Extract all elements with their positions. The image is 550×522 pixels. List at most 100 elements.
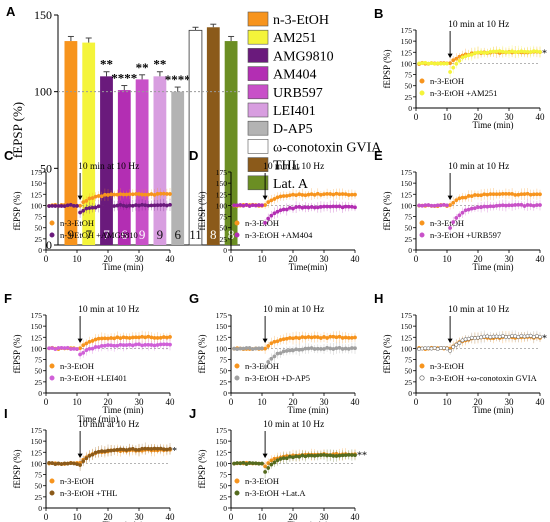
x-tick-label: 30 — [320, 397, 330, 407]
data-point — [448, 348, 453, 353]
data-point — [291, 192, 295, 197]
data-point — [130, 203, 135, 208]
stim-annotation: 10 min at 10 Hz — [263, 305, 324, 315]
y-tick-label: 150 — [401, 37, 413, 46]
data-point — [118, 336, 123, 341]
data-point — [441, 202, 446, 207]
data-point — [75, 203, 79, 208]
data-point — [137, 203, 141, 208]
x-tick-label: 0 — [414, 254, 419, 264]
panel-f: F 0 25 50 75 100 125 150 175 0 10 20 30 40 Time (min)T… — [4, 291, 175, 424]
y-tick-label: 75 — [220, 356, 228, 365]
data-point — [158, 446, 163, 451]
data-point — [315, 205, 320, 210]
data-point — [56, 461, 61, 466]
x-tick-label: 20 — [474, 112, 484, 122]
y-axis-label: fEPSP (%) — [382, 335, 392, 374]
y-tick-label: 175 — [31, 168, 43, 177]
data-point — [121, 203, 126, 208]
data-point — [485, 204, 490, 209]
y-axis-label: fEPSP (%) — [12, 335, 22, 374]
bar — [82, 42, 96, 245]
stim-arrow-head — [262, 195, 268, 201]
data-point — [463, 195, 468, 200]
data-point — [488, 335, 493, 340]
data-point — [133, 203, 138, 208]
data-point — [522, 334, 527, 339]
legend-label: Lat. A — [273, 177, 309, 192]
y-tick-label: 175 — [401, 26, 413, 35]
legend-marker — [234, 363, 240, 369]
data-point — [155, 343, 160, 347]
n-label: 6 — [121, 227, 128, 242]
y-tick-label: 25 — [35, 493, 43, 502]
y-tick-label: 0 — [38, 246, 42, 255]
data-point — [353, 205, 357, 210]
data-point — [140, 343, 145, 348]
legend-marker — [419, 375, 425, 381]
data-point — [53, 462, 58, 467]
bar — [64, 41, 78, 245]
y-tick-label: 0 — [408, 104, 412, 113]
x-tick-label: 10 — [73, 512, 83, 522]
x-tick-label: 30 — [505, 397, 515, 407]
data-point — [454, 198, 459, 203]
data-point — [149, 343, 154, 347]
legend-label: n-3-EtOH +URB597 — [430, 230, 501, 240]
legend-marker — [234, 232, 240, 238]
data-point — [263, 469, 268, 474]
data-point — [112, 204, 117, 208]
legend-label: n-3-EtOH — [273, 13, 329, 28]
legend-swatch — [247, 48, 269, 63]
legend-label: n-3-EtOH — [60, 476, 94, 486]
legend-label: n-3-EtOH +ω-conotoxin GVIA — [430, 373, 538, 383]
data-point — [485, 334, 490, 339]
x-axis-label: Time(min) — [289, 262, 328, 272]
y-axis-label: fEPSP (%) — [382, 50, 392, 89]
y-axis-label: fEPSP (%) — [382, 192, 392, 231]
legend-label: n-3-EtOH +THL — [60, 488, 117, 498]
data-point — [445, 346, 449, 351]
data-point — [161, 335, 166, 340]
data-point — [472, 51, 477, 55]
x-tick-label: 30 — [505, 112, 515, 122]
y-tick-label: 125 — [401, 333, 413, 342]
data-point — [303, 454, 308, 459]
data-point — [538, 203, 542, 207]
y-tick-label: 125 — [31, 333, 43, 342]
y-tick-label: 25 — [405, 378, 413, 387]
y-tick-label: 50 — [220, 482, 228, 491]
data-point — [99, 194, 104, 199]
y-tick-label: 75 — [405, 213, 413, 222]
data-point — [232, 461, 237, 466]
data-point — [528, 203, 533, 208]
stim-arrow-head — [447, 53, 453, 59]
y-tick-label: 150 — [216, 322, 228, 331]
data-point — [328, 192, 333, 196]
legend-marker — [234, 220, 240, 226]
data-point — [102, 343, 107, 348]
bar — [153, 76, 167, 245]
data-point — [457, 196, 462, 201]
data-point — [168, 446, 172, 451]
x-tick-label: 20 — [289, 512, 299, 522]
data-point — [294, 347, 299, 352]
data-point — [284, 193, 289, 198]
legend-label: n-3-EtOH — [60, 218, 94, 228]
data-point — [451, 65, 456, 70]
panel-letter: D — [189, 148, 198, 163]
data-point — [460, 210, 465, 215]
legend-marker — [419, 363, 425, 369]
data-point — [287, 454, 292, 459]
y-tick-label: 125 — [216, 190, 228, 199]
data-point — [448, 226, 453, 230]
data-point — [269, 462, 274, 467]
y-tick-label: 25 — [220, 378, 228, 387]
significance-label: **** — [111, 71, 137, 86]
y-tick-label: 50 — [405, 82, 413, 91]
data-point — [538, 334, 542, 339]
n-label: 9 — [157, 227, 164, 242]
y-axis-label: fEPSP (%) — [12, 450, 22, 489]
data-point — [158, 335, 163, 340]
y-axis-label: fEPSP (%) — [197, 335, 207, 374]
